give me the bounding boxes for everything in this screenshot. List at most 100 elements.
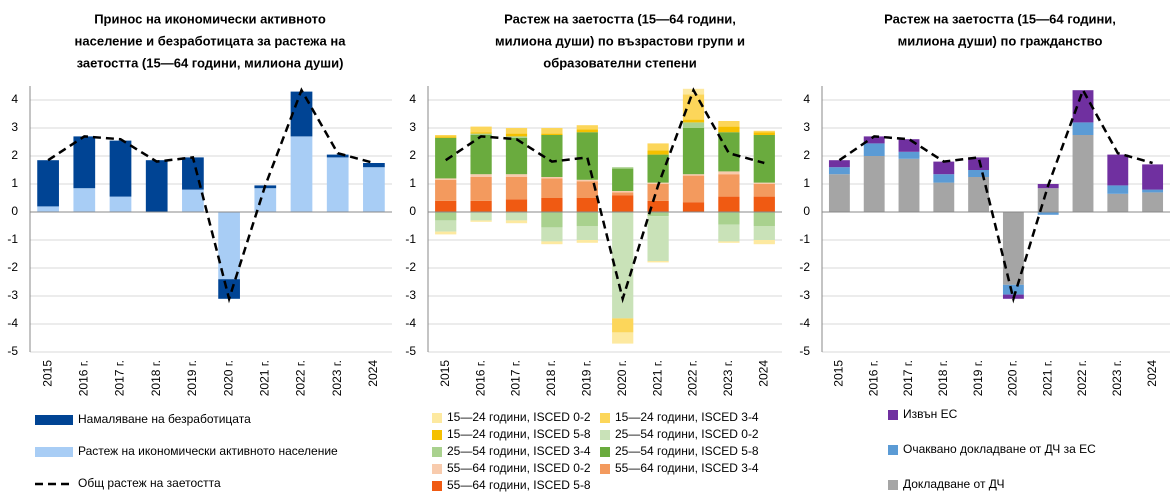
- bar-segment: [753, 226, 775, 240]
- bar-segment: [290, 136, 313, 212]
- bar-segment: [505, 136, 528, 138]
- x-tick-label: 2018 г.: [149, 360, 163, 396]
- bar-segment: [718, 196, 740, 212]
- bar-segment: [612, 332, 634, 344]
- bar-segment: [470, 212, 492, 221]
- bar-segment: [505, 174, 528, 177]
- legend-label: 15—24 години, ISCED 5-8: [447, 427, 591, 441]
- bar-segment: [1107, 154, 1129, 186]
- x-tick-label: 2016 г.: [473, 360, 487, 396]
- bar-segment: [505, 137, 528, 175]
- legend-swatch: [600, 413, 610, 423]
- bar-segment: [968, 177, 990, 212]
- y-tick-label: 3: [803, 120, 810, 134]
- bar-segment: [505, 177, 528, 200]
- legend-label: Растеж на икономически активното населен…: [78, 444, 338, 458]
- bar-segment: [718, 224, 740, 242]
- bar-segment: [470, 177, 492, 201]
- legend-label: Извън ЕС: [903, 407, 958, 421]
- bar-segment: [254, 188, 277, 212]
- bar-segment: [828, 174, 850, 212]
- bar-segment: [612, 167, 634, 169]
- y-tick-label: -5: [799, 344, 810, 358]
- bar-segment: [435, 200, 457, 212]
- bar-segment: [435, 137, 457, 179]
- bar-segment: [647, 212, 669, 217]
- bar-segment: [968, 157, 990, 170]
- bar-segment: [828, 167, 850, 175]
- y-tick-label: 0: [409, 204, 416, 218]
- x-tick-label: 2019 г.: [185, 360, 199, 396]
- legend-swatch: [432, 430, 442, 440]
- bar-segment: [505, 199, 528, 212]
- bar-segment: [1037, 212, 1059, 215]
- bar-segment: [1107, 185, 1129, 194]
- bar-segment: [753, 132, 775, 135]
- chart-title: Растеж на заетостта (15—64 години,: [884, 11, 1116, 26]
- y-tick-label: -2: [799, 260, 810, 274]
- bar-segment: [612, 168, 634, 191]
- bar-segment: [541, 177, 563, 179]
- bar-segment: [576, 179, 598, 182]
- y-tick-label: -2: [7, 260, 18, 274]
- bar-segment: [541, 133, 563, 135]
- bar-segment: [505, 220, 528, 224]
- y-tick-label: 4: [803, 92, 810, 106]
- x-tick-label: 2018 г.: [544, 360, 558, 396]
- legend-swatch: [888, 445, 898, 455]
- bar-segment: [1002, 284, 1024, 295]
- bar-segment: [576, 198, 598, 212]
- bar-segment: [541, 241, 563, 245]
- bar-segment: [718, 126, 740, 133]
- bar-segment: [145, 160, 168, 212]
- x-tick-label: 2020 г.: [1006, 360, 1020, 396]
- y-tick-label: 3: [409, 120, 416, 134]
- bar-segment: [682, 175, 705, 203]
- legend-swatch: [888, 480, 898, 490]
- bar-segment: [612, 192, 634, 196]
- bar-segment: [73, 136, 96, 189]
- bar-segment: [647, 200, 669, 212]
- bar-segment: [470, 126, 492, 133]
- bar-segment: [718, 174, 740, 197]
- y-tick-label: 0: [11, 204, 18, 218]
- legend-label: 25—54 години, ISCED 3-4: [447, 444, 591, 458]
- bar-segment: [1072, 135, 1094, 212]
- bar-segment: [363, 163, 385, 168]
- legend-swatch: [35, 415, 73, 425]
- legend-label: 25—54 години, ISCED 0-2: [615, 427, 759, 441]
- x-tick-label: 2021 г.: [1040, 360, 1054, 396]
- bar-segment: [37, 206, 59, 212]
- chart-title: милиона души) по гражданство: [898, 33, 1103, 48]
- bar-segment: [541, 227, 563, 242]
- bar-segment: [647, 261, 669, 263]
- legend-label: 15—24 години, ISCED 3-4: [615, 410, 759, 424]
- bar-segment: [682, 122, 705, 128]
- x-tick-label: 2022 г.: [1075, 360, 1089, 396]
- x-tick-label: 2023 г.: [1110, 360, 1124, 396]
- y-tick-label: -3: [405, 288, 416, 302]
- bar-segment: [435, 231, 457, 235]
- bar-segment: [576, 226, 598, 240]
- legend-swatch: [35, 447, 73, 457]
- bar-segment: [505, 128, 528, 134]
- bar-segment: [898, 139, 920, 152]
- legend-label: Общ растеж на заетостта: [78, 476, 221, 490]
- bar-segment: [753, 240, 775, 245]
- x-tick-label: 2023 г.: [721, 360, 735, 396]
- bar-segment: [682, 128, 705, 175]
- bar-segment: [753, 182, 775, 184]
- bar-segment: [1142, 189, 1164, 193]
- y-tick-label: -1: [799, 232, 810, 246]
- y-tick-label: 1: [11, 176, 18, 190]
- bar-segment: [576, 125, 598, 130]
- bar-segment: [828, 160, 850, 168]
- bar-segment: [73, 188, 96, 212]
- bar-segment: [470, 174, 492, 177]
- bar-segment: [576, 132, 598, 180]
- chart-title: образователни степени: [543, 55, 697, 70]
- bar-segment: [218, 279, 240, 299]
- chart-title: население и безработицата за растежа на: [75, 33, 347, 48]
- bar-segment: [1107, 193, 1129, 212]
- bar-segment: [363, 167, 385, 212]
